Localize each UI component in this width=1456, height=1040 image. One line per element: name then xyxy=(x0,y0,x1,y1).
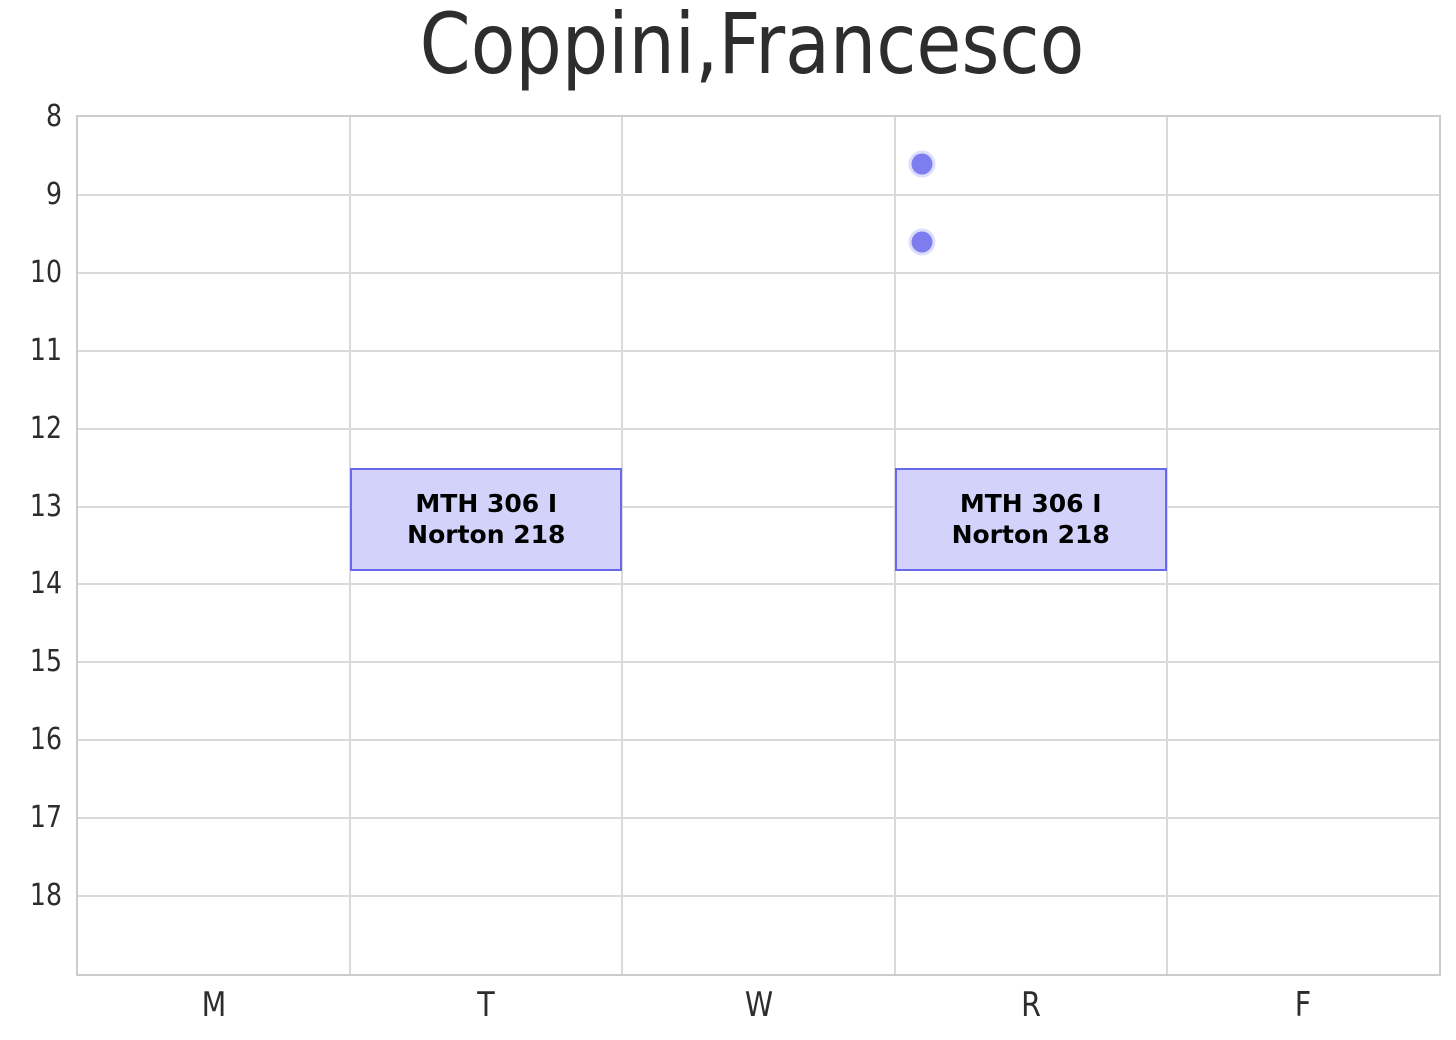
course-block: MTH 306 I Norton 218 xyxy=(350,467,623,572)
plot-area: MTH 306 I Norton 218 MTH 306 I Norton 218 xyxy=(76,115,1441,976)
x-tick-label: W xyxy=(744,985,773,1025)
y-tick-label: 8 xyxy=(45,99,62,134)
h-gridline xyxy=(78,505,1439,508)
course-name-label: MTH 306 I xyxy=(959,489,1102,519)
h-gridline xyxy=(78,271,1439,274)
y-tick-label: 17 xyxy=(29,800,62,836)
y-tick-label: 16 xyxy=(29,722,62,758)
v-gridline xyxy=(621,117,624,974)
scatter-dot xyxy=(911,231,933,253)
y-tick-label: 15 xyxy=(29,644,62,680)
course-block: MTH 306 I Norton 218 xyxy=(894,467,1167,572)
y-tick-label: 12 xyxy=(29,410,62,446)
chart-title: Coppini,Francesco xyxy=(419,0,1085,93)
y-tick-label: 13 xyxy=(29,488,62,524)
v-gridline xyxy=(1165,117,1168,974)
y-tick-label: 11 xyxy=(29,332,62,368)
y-tick-label: 9 xyxy=(45,176,62,212)
course-room-label: Norton 218 xyxy=(407,520,566,550)
y-tick-label: 14 xyxy=(29,566,62,602)
x-tick-label: T xyxy=(477,985,496,1025)
h-gridline xyxy=(78,583,1439,586)
x-tick-label: M xyxy=(201,985,227,1025)
h-gridline xyxy=(78,661,1439,664)
h-gridline xyxy=(78,427,1439,430)
x-tick-label: F xyxy=(1294,985,1312,1025)
y-tick-label: 18 xyxy=(29,878,62,914)
scatter-dot xyxy=(911,153,933,175)
course-name-label: MTH 306 I xyxy=(415,489,558,519)
h-gridline xyxy=(78,349,1439,352)
h-gridline xyxy=(78,739,1439,742)
y-tick-label: 10 xyxy=(29,254,62,290)
h-gridline xyxy=(78,193,1439,196)
x-tick-label: R xyxy=(1020,985,1041,1025)
h-gridline xyxy=(78,895,1439,898)
h-gridline xyxy=(78,817,1439,820)
course-room-label: Norton 218 xyxy=(951,520,1110,550)
